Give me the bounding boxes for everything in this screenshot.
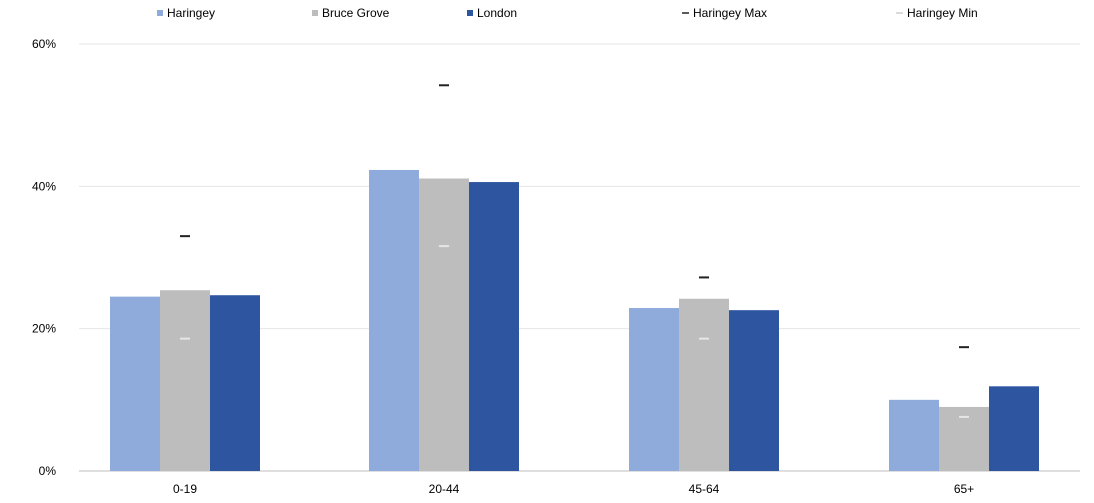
legend-item: Bruce Grove bbox=[312, 6, 390, 20]
x-tick-label: 0-19 bbox=[173, 482, 197, 496]
legend-swatch bbox=[312, 10, 318, 16]
legend-swatch bbox=[467, 10, 473, 16]
legend-item: London bbox=[467, 6, 517, 20]
bar-london-65+ bbox=[989, 386, 1039, 471]
x-tick-label: 20-44 bbox=[429, 482, 460, 496]
legend-label: Haringey Min bbox=[907, 6, 978, 20]
bar-london-45-64 bbox=[729, 310, 779, 471]
bar-haringey-65+ bbox=[889, 399, 939, 471]
x-tick-label: 65+ bbox=[954, 482, 974, 496]
legend-item: Haringey Min bbox=[896, 6, 978, 20]
legend-label: London bbox=[477, 6, 517, 20]
y-tick-label: 20% bbox=[32, 322, 56, 336]
bar-bruce-grove-20-44 bbox=[419, 178, 469, 471]
legend-swatch bbox=[157, 10, 163, 16]
bar-london-20-44 bbox=[469, 182, 519, 471]
y-tick-label: 40% bbox=[32, 179, 56, 193]
x-axis-ticks: 0-19 20-44 45-64 65+ bbox=[173, 482, 974, 496]
legend-label: Haringey bbox=[167, 6, 215, 20]
x-tick-label: 45-64 bbox=[689, 482, 720, 496]
bar-bruce-grove-45-64 bbox=[679, 298, 729, 471]
bars bbox=[110, 169, 1039, 471]
bar-haringey-20-44 bbox=[369, 169, 419, 471]
bar-haringey-0-19 bbox=[110, 296, 160, 471]
bar-bruce-grove-0-19 bbox=[160, 290, 210, 471]
legend-label: Bruce Grove bbox=[322, 6, 390, 20]
y-tick-label: 60% bbox=[32, 37, 56, 51]
y-tick-label: 0% bbox=[39, 464, 57, 478]
legend-label: Haringey Max bbox=[693, 6, 767, 20]
legend-item: Haringey bbox=[157, 6, 215, 20]
y-axis-ticks: 0% 20% 40% 60% bbox=[32, 37, 56, 478]
range-markers bbox=[180, 84, 969, 418]
bar-haringey-45-64 bbox=[629, 308, 679, 471]
legend: Haringey Bruce Grove London Haringey Max Har… bbox=[157, 6, 978, 20]
bar-london-0-19 bbox=[210, 295, 260, 471]
legend-item: Haringey Max bbox=[682, 6, 767, 20]
